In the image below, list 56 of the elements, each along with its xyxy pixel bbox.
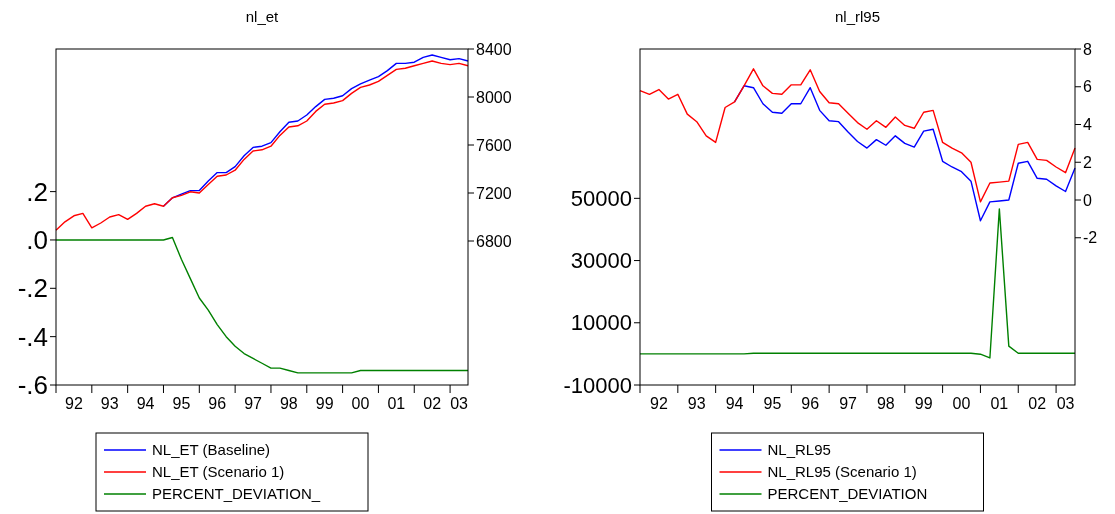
y-tick-label: -.4 <box>17 321 48 352</box>
x-tick-label: 02 <box>423 395 442 412</box>
x-tick-label: 01 <box>387 395 406 412</box>
x-tick-label: 01 <box>990 395 1009 412</box>
y-tick-label: .2 <box>26 176 48 207</box>
y2-tick-label: 4 <box>1083 116 1092 134</box>
line-series <box>639 68 1076 203</box>
y-tick-label: -.2 <box>17 273 48 304</box>
x-tick-label: 93 <box>687 395 706 412</box>
y-tick-label: 30000 <box>570 248 632 274</box>
y2-tick-label: 7600 <box>476 136 512 154</box>
y2-tick-label: 7200 <box>476 184 512 202</box>
y-tick-label: 10000 <box>570 310 632 336</box>
x-tick-label: 94 <box>136 395 155 412</box>
x-tick-label: 96 <box>801 395 820 412</box>
legend-label: PERCENT_DEVIATION <box>767 485 928 503</box>
x-tick-label: 97 <box>839 395 858 412</box>
chart-title: nl_et <box>245 8 280 25</box>
y2-tick-label: 8000 <box>476 88 512 106</box>
y2-tick-label: 8 <box>1083 40 1092 58</box>
y2-tick-label: 2 <box>1083 153 1092 171</box>
x-tick-label: 98 <box>279 395 298 412</box>
y-tick-label: 50000 <box>570 186 632 212</box>
x-tick-label: 00 <box>952 395 971 412</box>
y2-tick-label: 6800 <box>476 232 512 250</box>
chart-title: nl_rl95 <box>834 8 881 25</box>
line-series <box>639 208 1076 359</box>
y-tick-label: .0 <box>26 225 48 256</box>
x-tick-label: 97 <box>244 395 263 412</box>
x-tick-label: 92 <box>650 395 668 412</box>
x-tick-label: 92 <box>65 395 83 412</box>
line-series <box>55 236 469 374</box>
y2-tick-label: 8400 <box>476 40 512 58</box>
y2-tick-label: 0 <box>1083 191 1092 209</box>
y-tick-label: -.6 <box>17 370 48 401</box>
legend-label: NL_RL95 (Scenario 1) <box>767 463 917 481</box>
x-tick-label: 95 <box>172 395 191 412</box>
x-tick-label: 03 <box>1056 395 1075 412</box>
y2-tick-label: -2 <box>1083 229 1098 247</box>
legend-label: NL_RL95 <box>767 441 831 459</box>
x-tick-label: 93 <box>100 395 119 412</box>
x-tick-label: 99 <box>914 395 933 412</box>
x-tick-label: 03 <box>450 395 469 412</box>
x-tick-label: 00 <box>351 395 370 412</box>
legend-label: PERCENT_DEVIATION_ <box>152 485 321 503</box>
x-tick-label: 94 <box>725 395 744 412</box>
x-tick-label: 95 <box>763 395 782 412</box>
legend-label: NL_ET (Baseline) <box>152 441 271 459</box>
y-tick-label: -10000 <box>563 372 632 398</box>
legend-label: NL_ET (Scenario 1) <box>152 463 285 481</box>
y2-tick-label: 6 <box>1083 78 1092 96</box>
x-tick-label: 98 <box>876 395 895 412</box>
x-tick-label: 02 <box>1028 395 1047 412</box>
line-series <box>55 60 469 231</box>
x-tick-label: 96 <box>208 395 227 412</box>
x-tick-label: 99 <box>315 395 334 412</box>
